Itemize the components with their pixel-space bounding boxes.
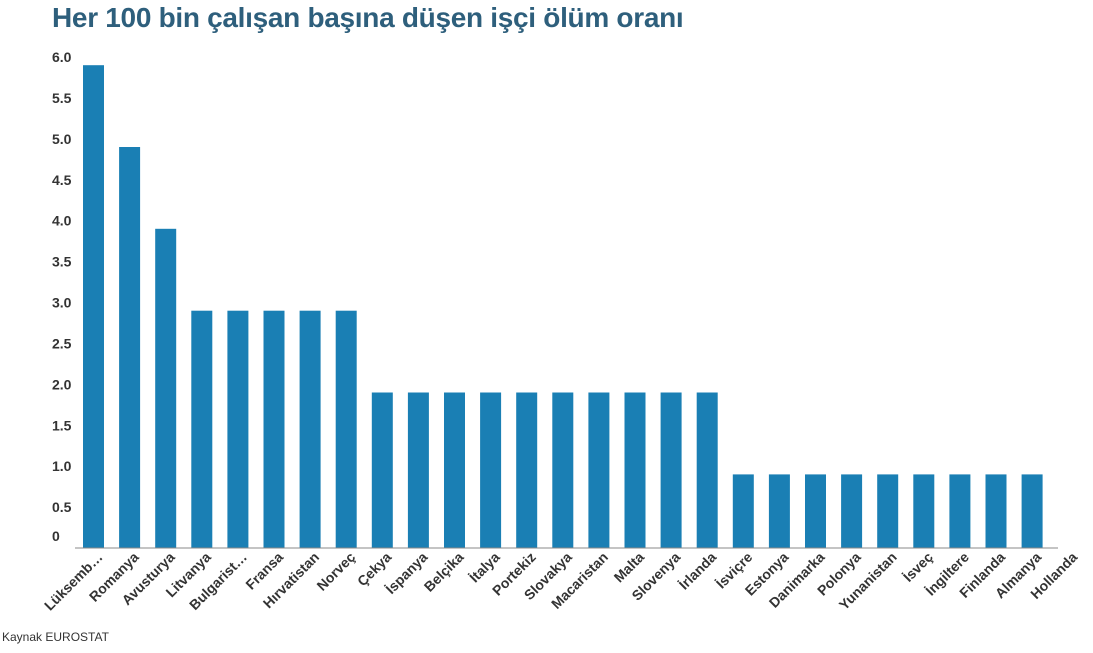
bar	[624, 392, 646, 548]
bar	[732, 474, 754, 548]
bar	[588, 392, 610, 548]
y-tick-label: 5.0	[52, 131, 72, 147]
bar	[552, 392, 574, 548]
x-category-label: Norveç	[313, 549, 358, 594]
bar	[371, 392, 393, 548]
y-tick-label: 3.5	[52, 254, 72, 270]
x-axis-labels: Lüksemb…RomanyaAvusturyaLitvanyaBulgaris…	[41, 549, 1081, 614]
y-tick-label: 0.5	[52, 499, 72, 515]
bar	[444, 392, 465, 548]
bar	[227, 310, 249, 548]
bar	[660, 392, 682, 548]
y-axis-ticks: 0 0.5 1.0 1.5 2.0 2.5 3.0 3.5 4.0 4.5 5.0 5.5 6.0	[52, 49, 72, 544]
bar	[191, 310, 213, 548]
bar	[913, 474, 935, 548]
bar	[335, 310, 357, 548]
bar	[877, 474, 899, 548]
y-tick-label: 4.0	[52, 213, 72, 229]
bar	[516, 392, 538, 548]
bar	[263, 310, 285, 548]
y-tick-label: 1.5	[52, 417, 72, 433]
x-category-label: Belçika	[421, 549, 467, 595]
bar	[696, 392, 718, 548]
x-category-label: İrlanda	[676, 549, 720, 593]
y-tick-label: 1.0	[52, 458, 72, 474]
bar	[83, 65, 104, 548]
y-tick-label: 4.5	[52, 172, 72, 188]
chart-title: Her 100 bin çalışan başına düşen işçi öl…	[52, 2, 684, 33]
bar	[480, 392, 502, 548]
source-note: Kaynak EUROSTAT	[2, 630, 109, 644]
y-tick-label: 0	[52, 528, 60, 544]
bar	[155, 228, 177, 549]
bar	[805, 474, 826, 548]
y-tick-label: 2.5	[52, 335, 72, 351]
bar	[407, 392, 429, 548]
bar	[768, 474, 790, 548]
bar	[985, 474, 1007, 548]
y-tick-label: 3.0	[52, 295, 72, 311]
bar	[949, 474, 971, 548]
bar	[299, 310, 321, 548]
bar	[841, 474, 863, 548]
bar	[119, 147, 141, 548]
y-tick-label: 2.0	[52, 376, 72, 392]
bar	[1021, 474, 1043, 548]
bars	[83, 65, 1043, 549]
y-tick-label: 5.5	[52, 90, 72, 106]
y-tick-label: 6.0	[52, 49, 72, 65]
